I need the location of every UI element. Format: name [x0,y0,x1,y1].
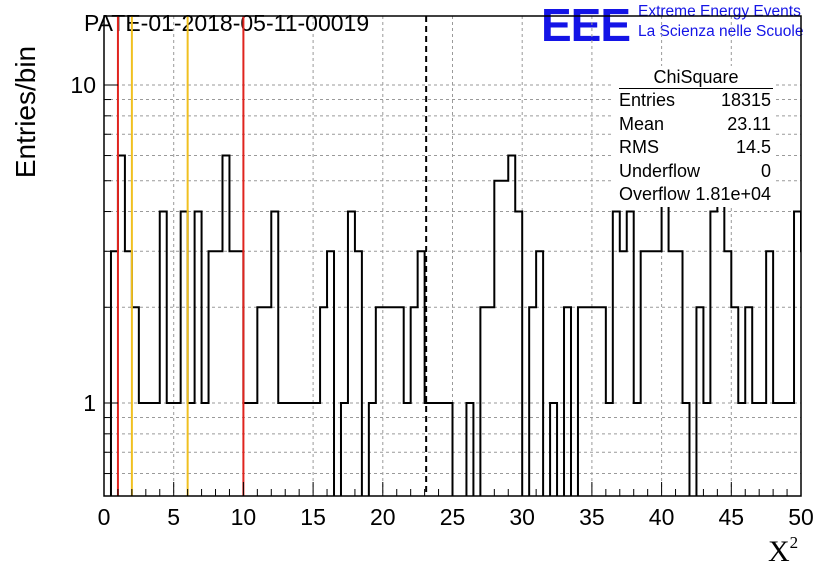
x-axis-label: X2 [768,533,799,568]
stats-row-rms: RMS 14.5 [611,136,773,160]
histogram-series [109,154,801,496]
stats-value: 23.11 [727,113,771,134]
stats-value: 0 [760,160,771,181]
stats-value: 14.5 [735,137,771,157]
histogram-outline [109,154,801,496]
x-tick-label: 0 [98,504,111,530]
y-tick-label: 1 [83,390,96,416]
x-tick-label: 45 [719,504,745,530]
x-tick-label: 20 [370,504,396,530]
x-tick-label: 35 [579,504,605,530]
stats-label: Overflow [619,184,691,204]
stats-value: 18315 [720,90,771,110]
x-tick-label: 15 [300,504,326,530]
stats-row-overflow: Overflow 1.81e+04 [611,183,773,207]
marker-lines [116,16,428,496]
logo-line-2: La Scienza nelle Scuole [638,23,804,40]
tick-labels: 0 5 10 15 20 25 30 35 40 45 50 1 10 [70,72,813,530]
stats-label: Entries [619,90,676,110]
stats-row-underflow: Underflow 0 [611,160,773,184]
eee-logo: EEE [541,0,631,51]
y-tick-label: 10 [70,72,96,98]
x-tick-label: 5 [167,504,180,530]
axis-ticks [103,84,802,496]
stats-value: 1.81e+04 [695,184,771,204]
x-tick-label: 30 [509,504,535,530]
stats-label: Underflow [619,160,701,181]
stats-header: ChiSquare [619,66,773,89]
stats-row-mean: Mean 23.11 [611,113,773,137]
y-axis-label: Entries/bin [10,45,41,179]
stats-row-entries: Entries 18315 [611,89,773,113]
stats-label: Mean [619,113,665,134]
x-tick-label: 40 [649,504,675,530]
x-tick-label: 25 [440,504,466,530]
stats-box: ChiSquare Entries 18315 Mean 23.11 RMS 14.5… [611,66,773,207]
x-tick-label: 10 [231,504,257,530]
stats-label: RMS [619,137,659,157]
x-tick-label: 50 [788,504,814,530]
